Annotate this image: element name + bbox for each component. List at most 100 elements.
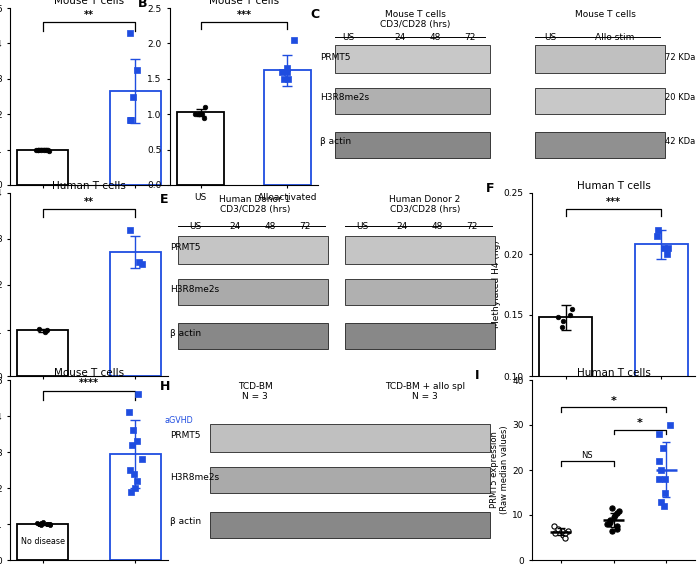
Text: 48: 48	[265, 222, 276, 231]
Point	[283, 74, 294, 83]
Point	[281, 67, 293, 76]
Bar	[210, 512, 490, 538]
Point	[41, 520, 52, 529]
Point	[132, 390, 144, 399]
Point	[552, 524, 564, 533]
Point	[605, 517, 616, 527]
Point	[125, 465, 136, 474]
Text: 24: 24	[394, 33, 405, 42]
Point	[609, 511, 620, 520]
Bar	[110, 454, 161, 560]
Point	[132, 437, 143, 446]
Bar	[176, 112, 225, 185]
Point	[657, 443, 668, 452]
Point	[34, 520, 46, 529]
Text: 72: 72	[300, 222, 311, 231]
Point	[606, 526, 617, 535]
Text: Human Donor 2
CD3/CD28 (hrs): Human Donor 2 CD3/CD28 (hrs)	[389, 195, 461, 214]
Text: US: US	[342, 33, 354, 42]
Text: TCD-BM
N = 3: TCD-BM N = 3	[237, 382, 272, 402]
Point	[655, 497, 666, 506]
Point	[127, 426, 139, 435]
Point	[653, 474, 664, 483]
Point	[41, 325, 52, 335]
Point	[662, 243, 673, 252]
Point	[659, 243, 670, 252]
Title: Human T cells: Human T cells	[577, 368, 650, 378]
Point	[32, 145, 43, 154]
Bar	[635, 244, 687, 498]
Point	[34, 325, 45, 334]
Point	[652, 225, 664, 234]
Text: *: *	[637, 418, 643, 428]
Point	[127, 440, 138, 449]
Text: PRMT5: PRMT5	[320, 52, 351, 61]
Point	[566, 304, 578, 314]
Text: US: US	[189, 222, 201, 231]
Point	[199, 103, 211, 112]
Point	[124, 28, 135, 37]
Point	[128, 469, 139, 478]
Point	[601, 520, 612, 529]
Title: Mouse T cells: Mouse T cells	[54, 368, 124, 378]
Bar	[335, 132, 490, 158]
Bar	[535, 88, 665, 114]
Point	[132, 65, 143, 74]
Bar	[18, 149, 68, 185]
Text: I: I	[475, 369, 480, 382]
Point	[124, 225, 135, 234]
Point	[32, 519, 43, 528]
Text: *: *	[610, 396, 617, 406]
Text: 42 KDa: 42 KDa	[665, 137, 695, 147]
Text: No disease: No disease	[21, 537, 64, 546]
Text: Human Donor 1
CD3/CD28 (hrs): Human Donor 1 CD3/CD28 (hrs)	[219, 195, 290, 214]
Point	[44, 520, 55, 529]
Bar	[18, 330, 68, 376]
Point	[281, 64, 292, 73]
Text: Mouse T cells: Mouse T cells	[575, 10, 636, 19]
Point	[604, 520, 615, 529]
Point	[32, 146, 43, 155]
Text: H3R8me2s: H3R8me2s	[170, 285, 219, 294]
Point	[611, 524, 622, 533]
Bar	[535, 132, 665, 158]
Text: aGVHD: aGVHD	[165, 416, 194, 425]
Point	[136, 260, 148, 269]
Text: 72 KDa: 72 KDa	[664, 52, 695, 61]
Text: B: B	[137, 0, 147, 10]
Text: E: E	[160, 193, 169, 206]
Title: Human T cells: Human T cells	[577, 181, 650, 191]
Y-axis label: PRMT5 expression
(Raw median values): PRMT5 expression (Raw median values)	[490, 425, 510, 514]
Text: US: US	[544, 33, 556, 42]
Text: 48: 48	[429, 33, 441, 42]
Point	[127, 92, 139, 101]
Title: Mouse T cells: Mouse T cells	[209, 0, 279, 6]
Bar	[535, 45, 665, 73]
Point	[41, 519, 52, 528]
Text: F: F	[486, 182, 495, 195]
Text: 72: 72	[464, 33, 476, 42]
Point	[193, 110, 204, 119]
Bar	[345, 279, 495, 305]
Text: ***: ***	[606, 197, 621, 207]
Point	[36, 519, 47, 528]
Text: ****: ****	[79, 378, 99, 388]
Point	[198, 113, 209, 122]
Title: Human T cells: Human T cells	[52, 181, 126, 191]
Point	[611, 508, 622, 517]
Text: PRMT5: PRMT5	[170, 431, 200, 440]
Text: 24: 24	[230, 222, 241, 231]
Point	[560, 528, 571, 537]
Point	[193, 110, 204, 119]
Point	[659, 488, 671, 497]
Point	[658, 502, 669, 511]
Point	[133, 257, 144, 266]
Bar	[110, 252, 161, 376]
Point	[288, 35, 300, 44]
Point	[35, 520, 46, 529]
Text: β actin: β actin	[320, 137, 351, 147]
Text: 48: 48	[431, 222, 442, 231]
Bar	[178, 236, 328, 264]
Point	[608, 513, 620, 522]
Bar	[335, 88, 490, 114]
